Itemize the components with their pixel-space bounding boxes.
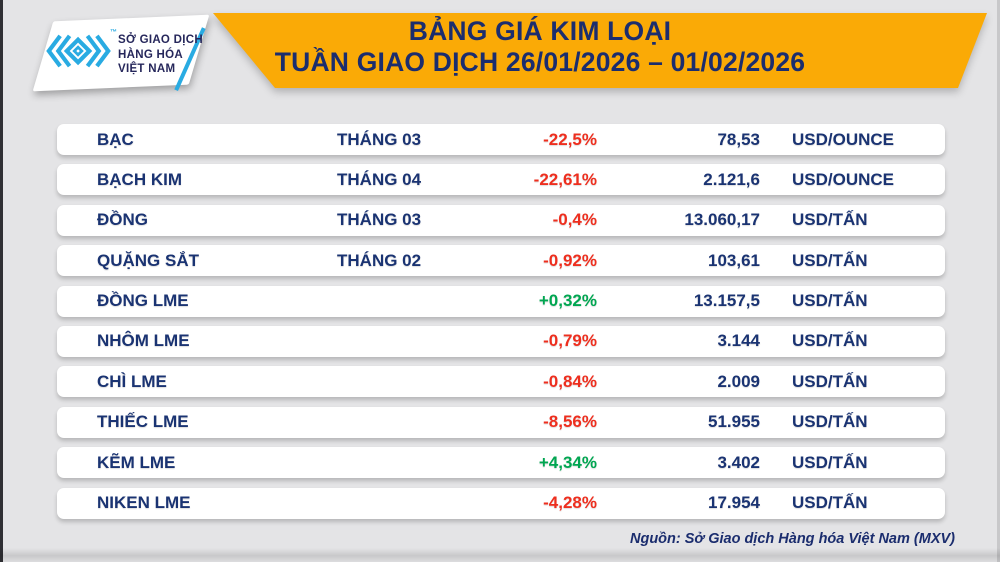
commodity-name: QUẶNG SẮT xyxy=(97,250,199,270)
table-row: ĐỒNG THÁNG 03 -0,4% 13.060,17 USD/TẤN xyxy=(57,204,945,236)
source-note: Nguồn: Sở Giao dịch Hàng hóa Việt Nam (M… xyxy=(630,531,955,547)
commodity-name: NHÔM LME xyxy=(97,331,190,351)
price-value: 3.402 xyxy=(717,452,760,472)
left-edge-strip xyxy=(0,0,3,562)
table-row: BẠCH KIM THÁNG 04 -22,61% 2.121,6 USD/OU… xyxy=(57,164,945,196)
price-value: 2.121,6 xyxy=(703,169,760,189)
bottom-shadow xyxy=(0,548,1000,562)
change-value: -0,92% xyxy=(543,250,597,270)
contract-month: THÁNG 03 xyxy=(337,129,422,149)
change-value: +4,34% xyxy=(538,452,597,472)
contract-month: THÁNG 03 xyxy=(337,210,422,230)
table-row: QUẶNG SẮT THÁNG 02 -0,92% 103,61 USD/TẤN xyxy=(57,245,945,277)
title-line-1: BẢNG GIÁ KIM LOẠI xyxy=(408,16,672,46)
commodity-name: ĐỒNG xyxy=(97,210,148,230)
price-value: 3.144 xyxy=(717,331,760,351)
right-edge-strip xyxy=(997,0,1000,562)
table-row: KẼM LME +4,34% 3.402 USD/TẤN xyxy=(57,447,945,479)
table-row: CHÌ LME -0,84% 2.009 USD/TẤN xyxy=(57,366,945,398)
price-unit: USD/TẤN xyxy=(792,210,868,230)
table-row: BẠC THÁNG 03 -22,5% 78,53 USD/OUNCE xyxy=(57,124,945,155)
logo-text: SỞ GIAO DỊCH HÀNG HÓA VIỆT NAM xyxy=(118,33,203,77)
price-unit: USD/TẤN xyxy=(792,412,868,432)
logo-text-line-2: HÀNG HÓA xyxy=(118,48,184,61)
commodity-name: NIKEN LME xyxy=(97,493,191,513)
contract-month: THÁNG 02 xyxy=(337,250,422,270)
price-unit: USD/TẤN xyxy=(792,493,868,513)
page-title: BẢNG GIÁ KIM LOẠI TUẦN GIAO DỊCH 26/01/2… xyxy=(235,16,845,78)
price-unit: USD/TẤN xyxy=(792,250,868,270)
price-value: 13.060,17 xyxy=(684,210,760,230)
trademark-symbol: ™ xyxy=(110,29,117,36)
price-value: 2.009 xyxy=(717,371,760,391)
change-value: -8,56% xyxy=(543,412,597,432)
price-unit: USD/TẤN xyxy=(792,331,868,351)
commodity-name: BẠC xyxy=(97,129,134,149)
table-row: THIẾC LME -8,56% 51.955 USD/TẤN xyxy=(57,406,945,438)
price-table: BẠC THÁNG 03 -22,5% 78,53 USD/OUNCE BẠCH… xyxy=(57,124,945,528)
price-unit: USD/OUNCE xyxy=(792,129,895,149)
price-value: 103,61 xyxy=(708,250,760,270)
change-value: -0,84% xyxy=(543,371,597,391)
mxv-chevron-logo-icon xyxy=(46,34,111,68)
title-line-2: TUẦN GIAO DỊCH 26/01/2026 – 01/02/2026 xyxy=(274,47,806,77)
commodity-name: BẠCH KIM xyxy=(97,169,182,189)
price-value: 13.157,5 xyxy=(693,291,760,311)
table-row: NHÔM LME -0,79% 3.144 USD/TẤN xyxy=(57,325,945,357)
logo-text-line-3: VIỆT NAM xyxy=(118,63,176,75)
change-value: -0,79% xyxy=(543,331,597,351)
price-unit: USD/OUNCE xyxy=(792,169,895,189)
table-row: NIKEN LME -4,28% 17.954 USD/TẤN xyxy=(57,487,945,519)
logo-text-line-1: SỞ GIAO DỊCH xyxy=(118,34,203,46)
price-value: 17.954 xyxy=(708,493,760,513)
change-value: -22,5% xyxy=(543,129,597,149)
commodity-name: CHÌ LME xyxy=(97,371,167,391)
price-value: 78,53 xyxy=(717,129,760,149)
table-row: ĐỒNG LME +0,32% 13.157,5 USD/TẤN xyxy=(57,285,945,317)
price-unit: USD/TẤN xyxy=(792,291,868,311)
price-unit: USD/TẤN xyxy=(792,452,868,472)
commodity-name: KẼM LME xyxy=(97,452,176,472)
change-value: -22,61% xyxy=(533,169,597,189)
commodity-name: ĐỒNG LME xyxy=(97,291,189,311)
price-unit: USD/TẤN xyxy=(792,371,868,391)
header-band xyxy=(213,13,987,88)
change-value: -0,4% xyxy=(552,210,597,230)
commodity-name: THIẾC LME xyxy=(97,412,189,432)
change-value: +0,32% xyxy=(538,291,597,311)
price-value: 51.955 xyxy=(708,412,760,432)
contract-month: THÁNG 04 xyxy=(337,169,422,189)
change-value: -4,28% xyxy=(543,493,597,513)
